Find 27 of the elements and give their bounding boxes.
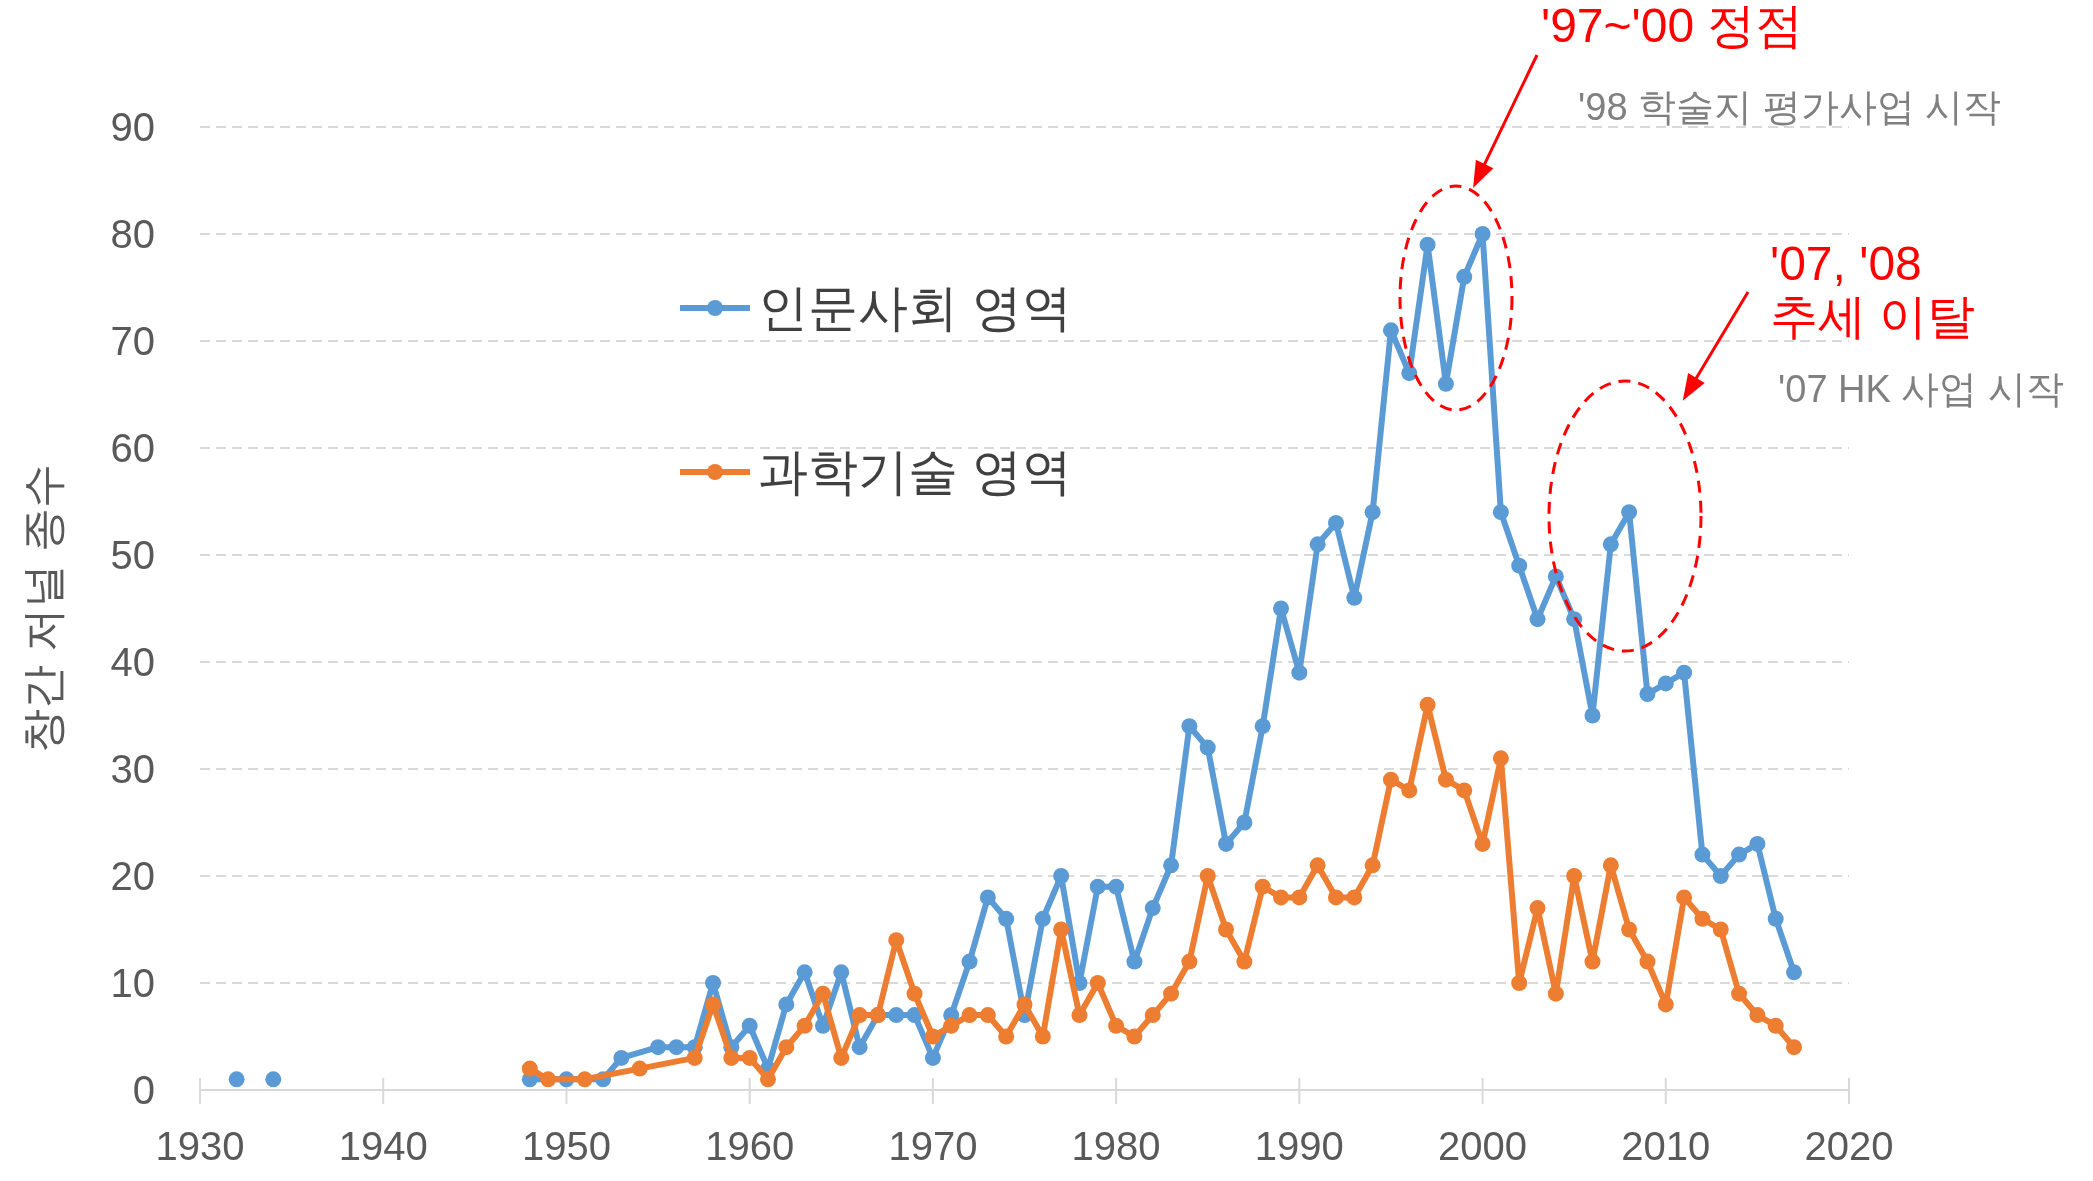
legend-label: 인문사회 영역	[758, 280, 1072, 336]
y-tick-label: 60	[110, 426, 155, 470]
x-tick-label: 1930	[155, 1124, 245, 1168]
y-tick-label: 30	[110, 747, 155, 791]
x-tick-label: 1990	[1254, 1124, 1344, 1168]
y-tick-label: 20	[110, 854, 155, 898]
x-tick-label: 1940	[338, 1124, 428, 1168]
text: '97~'00 정점	[1541, 0, 1804, 52]
y-tick-label: 90	[110, 105, 155, 149]
annotation: '07, '08 추세 이탈	[1770, 237, 1976, 343]
x-tick-label: 2020	[1804, 1124, 1894, 1168]
y-tick-label: 10	[110, 961, 155, 1005]
y-tick-label: 70	[110, 319, 155, 363]
legend-label: 과학기술 영역	[758, 444, 1072, 500]
annotation: '07 HK 사업 시작	[1778, 368, 2064, 410]
x-tick-label: 2010	[1621, 1124, 1711, 1168]
x-tick-label: 1950	[521, 1124, 611, 1168]
y-tick-label: 50	[110, 533, 155, 577]
y-axis-title: 창간 저널 종수	[18, 464, 67, 753]
x-tick-label: 1980	[1071, 1124, 1161, 1168]
annotation: '98 학술지 평가사업 시작	[1578, 86, 2002, 128]
x-tick-label: 1960	[705, 1124, 795, 1168]
y-tick-label: 40	[110, 640, 155, 684]
y-tick-label: 80	[110, 212, 155, 256]
y-tick-label: 0	[132, 1068, 155, 1112]
x-tick-label: 1970	[888, 1124, 978, 1168]
x-tick-label: 2000	[1438, 1124, 1528, 1168]
